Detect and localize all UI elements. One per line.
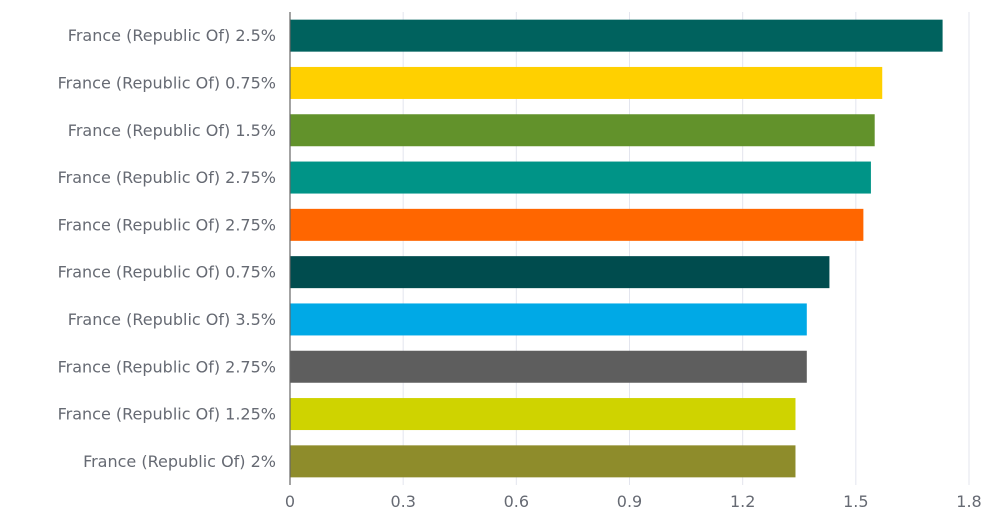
x-tick-label: 1.8 (956, 492, 981, 511)
bar (290, 208, 864, 241)
category-label: France (Republic Of) 1.5% (68, 121, 276, 140)
bar (290, 66, 883, 99)
category-label: France (Republic Of) 0.75% (58, 263, 276, 282)
category-label: France (Republic Of) 3.5% (68, 310, 276, 329)
x-tick-label: 0.6 (504, 492, 529, 511)
category-label: France (Republic Of) 2% (83, 452, 276, 471)
category-label: France (Republic Of) 2.5% (68, 26, 276, 45)
bar (290, 303, 807, 336)
bar (290, 19, 943, 52)
x-tick-label: 0.3 (390, 492, 415, 511)
bar (290, 114, 875, 147)
category-label: France (Republic Of) 1.25% (58, 405, 276, 424)
bar (290, 350, 807, 383)
x-tick-label: 1.2 (730, 492, 755, 511)
category-label: France (Republic Of) 2.75% (58, 357, 276, 376)
x-tick-label: 0.9 (617, 492, 642, 511)
category-label: France (Republic Of) 0.75% (58, 73, 276, 92)
x-tick-label: 0 (285, 492, 295, 511)
x-tick-label: 1.5 (843, 492, 868, 511)
category-label: France (Republic Of) 2.75% (58, 215, 276, 234)
category-label: France (Republic Of) 2.75% (58, 168, 276, 187)
category-labels: France (Republic Of) 2.5% France (Republi… (58, 26, 276, 471)
bar (290, 445, 796, 478)
bar (290, 256, 830, 289)
x-axis-ticks: 0 0.3 0.6 0.9 1.2 1.5 1.8 (285, 492, 982, 511)
bars (290, 19, 943, 478)
bar (290, 161, 871, 194)
bar (290, 398, 796, 431)
